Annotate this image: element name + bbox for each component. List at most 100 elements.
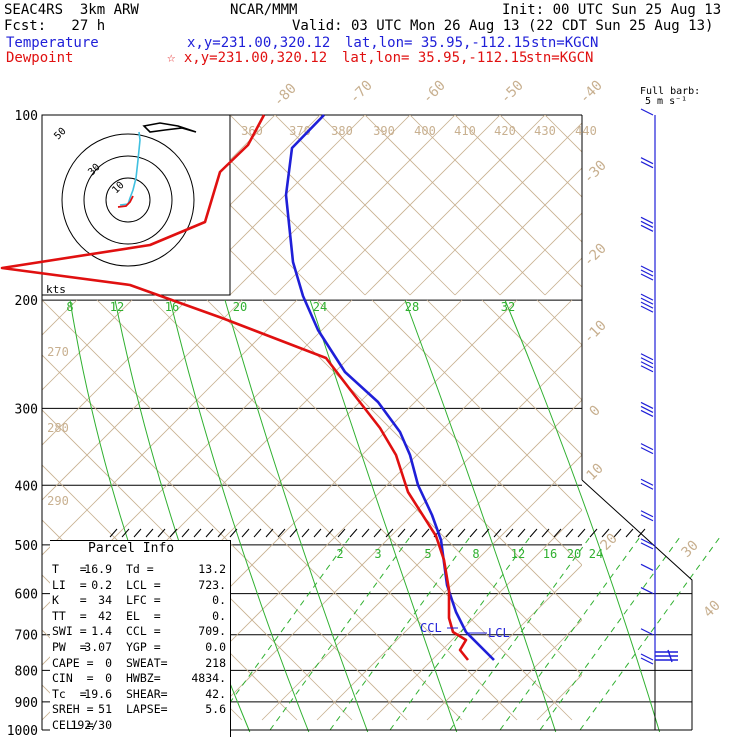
hatch-mark <box>361 528 370 538</box>
wind-barb <box>640 538 654 546</box>
parcel-l2: SHEAR= <box>126 686 168 701</box>
hodograph-unit-label: kts <box>46 283 66 296</box>
dry-adiabat-label: 380 <box>331 124 353 138</box>
parcel-l2: LAPSE= <box>126 702 168 717</box>
moist-adiabat-curve <box>404 299 557 733</box>
model-title: SEAC4RS 3km ARW <box>4 2 139 18</box>
temperature-station: stn=KGCN <box>531 35 599 51</box>
hodograph-frame <box>41 114 231 296</box>
dry-adiabat-label: 270 <box>47 345 69 359</box>
parcel-v2: 709. <box>198 624 226 639</box>
hatch-mark <box>469 528 478 538</box>
hatch-mark <box>169 528 178 538</box>
pressure-label-200: 200 <box>15 294 38 309</box>
moist-adiabat-label: 8 <box>66 300 73 314</box>
wind-barb <box>640 482 654 490</box>
hodograph-ring <box>83 155 173 245</box>
isotherm-line <box>371 509 582 721</box>
dry-adiabat-label: 420 <box>494 124 516 138</box>
hatch-mark <box>181 528 190 538</box>
parcel-v2: 0.0 <box>205 640 226 654</box>
pressure-label-800: 800 <box>15 664 38 679</box>
hatch-mark <box>565 528 574 538</box>
mixing-ratio-label: 3 <box>374 547 381 561</box>
wind-barb <box>640 361 654 369</box>
parcel-l1: SWI = <box>52 624 87 639</box>
parcel-v2: 0. <box>212 593 226 608</box>
isotherm-line <box>426 564 582 721</box>
wind-barb <box>640 357 654 365</box>
pressure-label-700: 700 <box>15 629 38 644</box>
isotherm-line <box>316 454 582 721</box>
wind-barb <box>640 587 654 595</box>
mixing-ratio-line <box>539 536 681 731</box>
hatch-mark <box>265 528 274 538</box>
parcel-v1: 51 <box>98 702 112 717</box>
parcel-v1: 34 <box>98 593 112 608</box>
hatch-mark <box>601 528 610 538</box>
parcel-v1: 192/30 <box>70 718 112 732</box>
skew-boundary <box>581 479 693 730</box>
wind-barb <box>640 161 654 169</box>
hatch-mark <box>217 528 226 538</box>
parcel-l1: CIN = <box>52 671 94 686</box>
hodograph-ring <box>61 133 195 267</box>
parcel-l2: Td = <box>126 562 154 576</box>
parcel-l2: EL = <box>126 608 161 623</box>
hatch-mark <box>613 528 622 538</box>
hatch-mark <box>409 528 418 538</box>
moist-adiabat-label: 16 <box>165 300 179 314</box>
parcel-v2: 723. <box>198 577 226 592</box>
hatch-mark <box>193 528 202 538</box>
barb-scale-label: Full barb: <box>640 86 701 97</box>
wind-barb <box>640 220 654 228</box>
wind-barb <box>640 265 654 273</box>
ccl-annotation: CCL <box>420 621 442 635</box>
parcel-v2: 42. <box>205 686 226 701</box>
wind-barb <box>640 628 654 636</box>
hatch-mark <box>553 528 562 538</box>
wind-barb <box>640 657 654 665</box>
hatch-mark <box>301 528 310 538</box>
wind-barb <box>640 293 654 301</box>
parcel-l2: YGP = <box>126 640 161 654</box>
parcel-l1: CAPE = <box>52 655 94 670</box>
parcel-info-row: T = 16.9 Td = 13.2 <box>50 562 230 576</box>
parcel-l1: SREH = <box>52 702 94 717</box>
init-time: Init: 00 UTC Sun 25 Aug 13 <box>502 2 722 18</box>
parcel-v2: 5.6 <box>205 702 226 717</box>
mixing-ratio-line <box>579 536 721 731</box>
dewpoint-xy: ☆ x,y=231.00,320.12 <box>167 50 328 66</box>
dry-adiabat-label: 400 <box>414 124 436 138</box>
hatch-mark <box>205 528 214 538</box>
wind-barb <box>640 542 654 550</box>
parcel-v1: 1.4 <box>91 624 112 639</box>
dry-adiabat-label: 430 <box>534 124 556 138</box>
parcel-l2: SWEAT= <box>126 655 168 670</box>
barb-scale-units: 5 m s⁻¹ <box>645 96 688 107</box>
parcel-info-row: K = 34 LFC = 0. <box>50 593 230 607</box>
dry-adiabat-label: 440 <box>575 124 597 138</box>
hatch-mark <box>145 528 154 538</box>
parcel-info-row: SWI = 1.4 CCL = 709. <box>50 624 230 638</box>
parcel-v1: 16.9 <box>84 562 112 576</box>
hatch-mark <box>349 528 358 538</box>
isotherm-line <box>42 299 353 611</box>
wind-barb <box>640 443 654 451</box>
wind-barb <box>640 224 654 232</box>
isotherm-line <box>229 115 411 296</box>
moist-adiabat-label: 28 <box>405 300 419 314</box>
hatch-mark <box>385 528 394 538</box>
wind-barb <box>640 305 654 313</box>
mixing-ratio-line <box>499 536 641 731</box>
wind-barb <box>640 269 654 277</box>
mixing-ratio-label: 12 <box>511 547 525 561</box>
dry-adiabat-label: 410 <box>454 124 476 138</box>
moist-adiabat-label: 20 <box>233 300 247 314</box>
wind-barb <box>640 216 654 224</box>
hatch-mark <box>325 528 334 538</box>
hatch-mark <box>289 528 298 538</box>
dewpoint-legend: Dewpoint <box>6 50 74 66</box>
hatch-mark <box>445 528 454 538</box>
